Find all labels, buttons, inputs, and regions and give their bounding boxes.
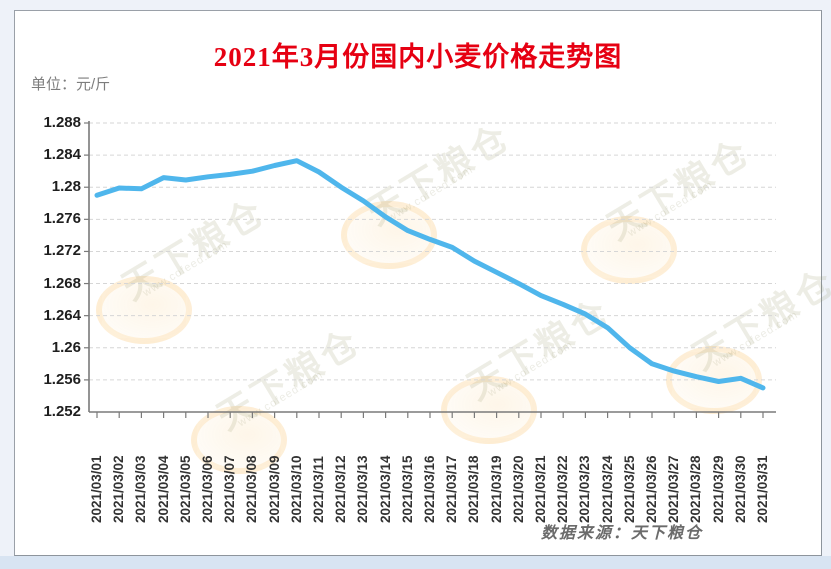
watermark-logo-icon [441, 376, 537, 444]
watermark-text: 天下粮仓 [599, 130, 759, 248]
watermark-text: 天下粮仓 [359, 115, 519, 233]
price-trend-line [94, 158, 766, 391]
x-axis-label: 2021/03/04 [155, 455, 171, 523]
x-axis-label: 2021/03/27 [666, 455, 682, 523]
watermark-url-text: www.cofeed.com [710, 308, 801, 370]
x-axis-label: 2021/03/12 [333, 455, 349, 523]
watermark-text: 天下粮仓 [684, 260, 831, 378]
y-axis-unit-label: 单位：元/斤 [31, 76, 111, 93]
watermark-text: 天下粮仓 [114, 190, 274, 308]
watermark-url-text: www.cofeed.com [625, 178, 716, 240]
x-axis-label: 2021/03/09 [266, 455, 282, 523]
x-axis-label: 2021/03/05 [177, 455, 193, 523]
y-axis-label: 1.264 [43, 306, 81, 324]
watermark-logo-icon [581, 216, 677, 284]
x-axis-label: 2021/03/13 [355, 455, 371, 523]
x-axis-label: 2021/03/06 [200, 455, 215, 523]
y-axis-label: 1.288 [43, 114, 81, 131]
x-axis-label: 2021/03/22 [555, 455, 571, 523]
y-axis-label: 1.268 [43, 274, 81, 292]
x-axis-label: 2021/03/18 [466, 455, 482, 523]
x-axis-label: 2021/03/30 [732, 455, 748, 523]
watermark-logo-icon [341, 201, 437, 269]
watermark-url-text: www.cofeed.com [485, 338, 576, 400]
chart-container: 2021年3月份国内小麦价格走势图 单位：元/斤 天下粮仓 www.cofeed.… [14, 10, 831, 556]
x-axis-label: 2021/03/20 [510, 455, 526, 523]
watermark-url-text: www.cofeed.com [235, 368, 326, 430]
x-axis-label: 2021/03/31 [755, 455, 770, 523]
watermark-url-text: www.cofeed.com [385, 163, 476, 225]
watermark-logo-icon [96, 276, 192, 344]
y-axis-label: 1.252 [43, 403, 81, 420]
x-axis-label: 2021/03/08 [244, 455, 260, 523]
x-axis-label: 2021/03/02 [111, 455, 127, 523]
watermark-text: 天下粮仓 [459, 290, 619, 408]
y-axis-label: 1.276 [43, 210, 81, 228]
y-axis-label: 1.26 [51, 338, 81, 356]
x-axis-label: 2021/03/26 [644, 455, 659, 523]
x-axis-label: 2021/03/16 [422, 455, 437, 523]
page-bottom-strip [0, 556, 831, 569]
x-axis-label: 2021/03/01 [89, 455, 104, 523]
x-axis-label: 2021/03/28 [688, 455, 704, 523]
y-axis-label: 1.284 [43, 146, 81, 164]
x-axis-label: 2021/03/07 [222, 455, 238, 523]
watermark-url-text: www.cofeed.com [140, 238, 231, 300]
data-source-label: 数据来源：天下粮仓 [540, 525, 703, 542]
x-axis-label: 2021/03/23 [577, 455, 593, 523]
y-axis-label: 1.256 [43, 370, 81, 388]
watermark-logo-icon [666, 346, 762, 414]
x-axis-label: 2021/03/25 [621, 455, 637, 523]
x-axis-label: 2021/03/03 [133, 455, 149, 523]
x-axis-label: 2021/03/11 [311, 456, 326, 523]
x-axis-label: 2021/03/17 [444, 455, 460, 523]
x-axis-label: 2021/03/19 [488, 455, 504, 523]
x-axis-label: 2021/03/14 [377, 455, 393, 523]
x-axis-label: 2021/03/29 [710, 455, 726, 523]
x-axis-label: 2021/03/21 [533, 455, 548, 523]
y-axis-label: 1.28 [51, 178, 81, 196]
y-axis-label: 1.272 [43, 242, 81, 260]
watermark-text: 天下粮仓 [209, 320, 369, 438]
x-axis-label: 2021/03/10 [288, 455, 304, 523]
chart-title: 2021年3月份国内小麦价格走势图 [213, 42, 623, 72]
x-axis-label: 2021/03/15 [399, 455, 415, 523]
x-axis-label: 2021/03/24 [599, 455, 615, 523]
